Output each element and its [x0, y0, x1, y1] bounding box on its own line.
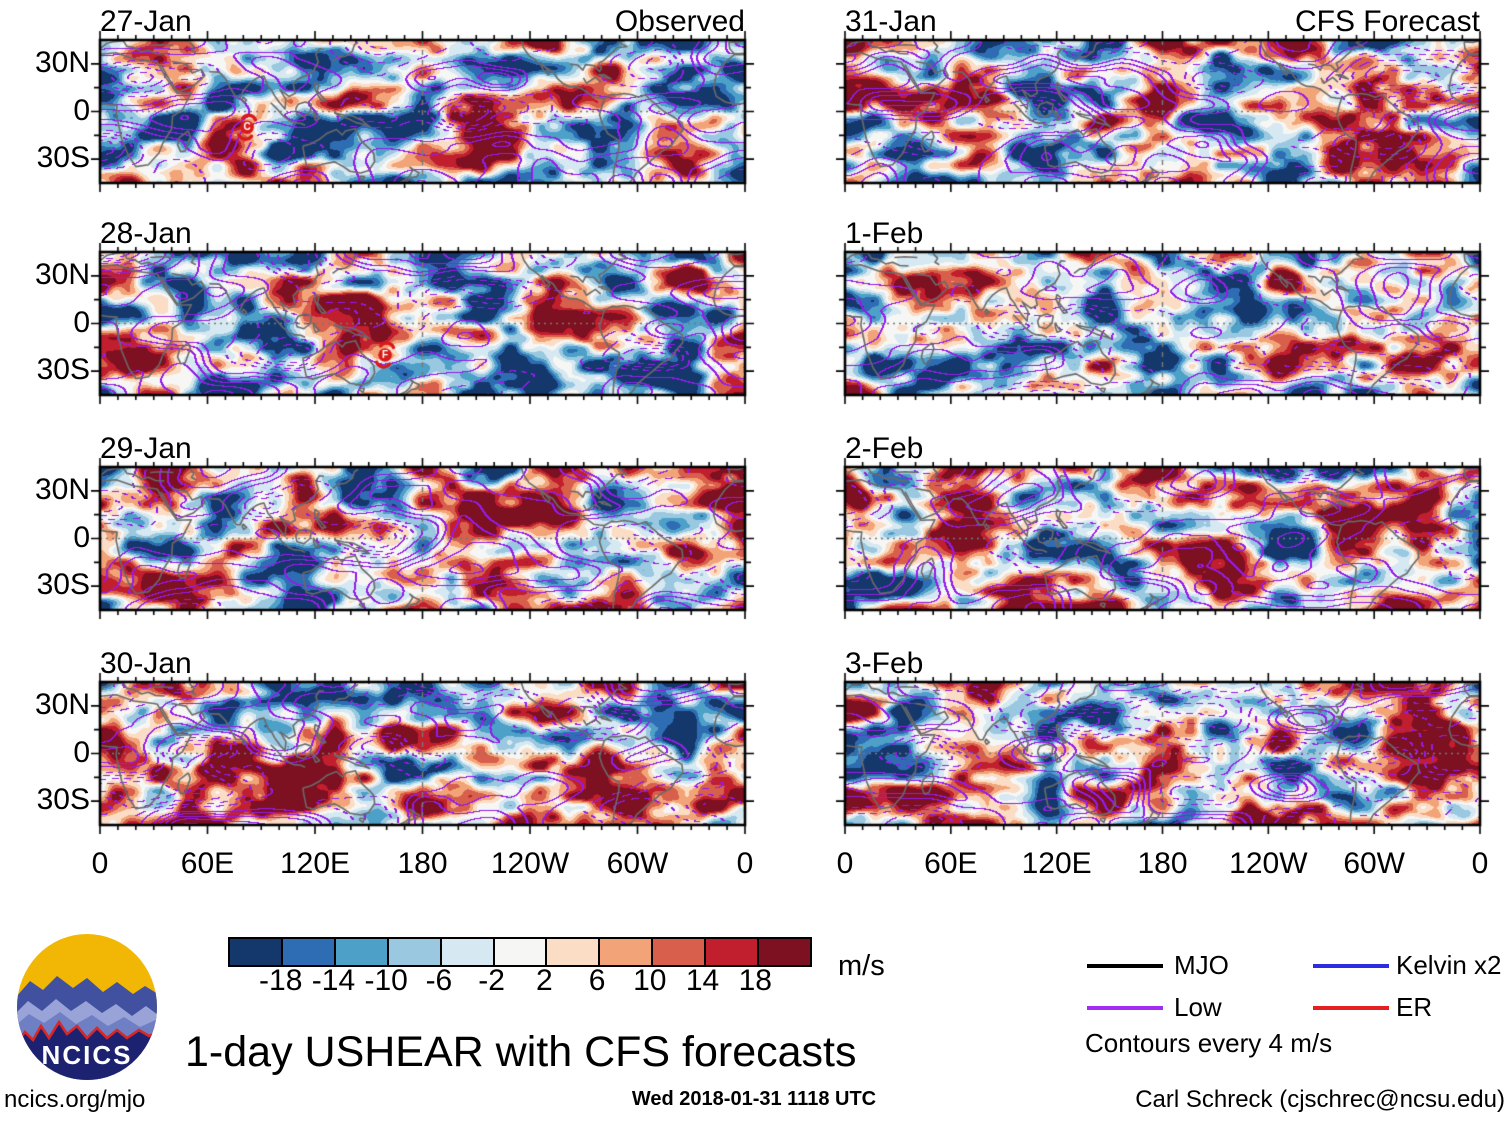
lat-axis-label: 0: [73, 305, 90, 339]
colorbar-swatch-0: [230, 939, 283, 965]
map-canvas-30-jan: [90, 672, 755, 835]
lon-axis-label: 60E: [924, 847, 978, 880]
legend-line-low: [1087, 1006, 1163, 1010]
figure-title: 1-day USHEAR with CFS forecasts: [185, 1028, 857, 1076]
colorbar: [228, 937, 812, 967]
legend-line-kelvin: [1313, 964, 1389, 968]
map-canvas-2-feb: [835, 457, 1490, 620]
lat-axis-label: 0: [73, 520, 90, 554]
legend-label-low: Low: [1174, 992, 1222, 1022]
colorbar-tick-label: 14: [685, 964, 720, 997]
lon-axis-label: 120E: [279, 847, 351, 880]
legend-label-kelvin: Kelvin x2: [1396, 950, 1502, 980]
map-canvas-27-jan: [90, 30, 755, 193]
legend-label-mjo: MJO: [1174, 950, 1229, 980]
lat-axis-label: 0: [73, 735, 90, 769]
lon-axis-label: 120W: [490, 847, 570, 880]
colorbar-tick-label: 10: [633, 964, 667, 997]
colorbar-tick-label: -2: [478, 964, 505, 997]
lon-axis-label: 60W: [606, 847, 669, 880]
lon-axis-label: 0: [91, 847, 109, 880]
lat-axis-label: 30N: [34, 472, 90, 506]
colorbar-swatch-3: [388, 939, 442, 965]
legend-label-er: ER: [1396, 992, 1433, 1022]
lat-axis-label: 30S: [36, 141, 90, 175]
colorbar-swatch-9: [706, 939, 760, 965]
lat-axis-label: 30S: [36, 568, 90, 602]
contour-interval-note: Contours every 4 m/s: [1085, 1028, 1333, 1058]
colorbar-tick-label: 18: [738, 964, 772, 997]
colorbar-swatch-6: [547, 939, 601, 965]
colorbar-tick-label: 2: [536, 964, 553, 997]
colorbar-tick-label: -18: [259, 964, 303, 997]
map-canvas-1-feb: [835, 242, 1490, 405]
map-canvas-29-jan: [90, 457, 755, 620]
ncics-logo: NCICS: [17, 934, 157, 1080]
colorbar-tick-labels: -18 -14 -10 -6 -2 2 6 10 14 18: [228, 964, 808, 1000]
map-canvas-28-jan: [90, 242, 755, 405]
map-canvas-31-jan: [835, 30, 1490, 193]
colorbar-swatch-4: [441, 939, 495, 965]
lon-axis-label: 180: [397, 847, 448, 880]
lat-axis-label: 30N: [34, 257, 90, 291]
map-canvas-3-feb: [835, 672, 1490, 835]
colorbar-swatch-2: [335, 939, 389, 965]
colorbar-swatch-10: [759, 939, 810, 965]
legend-line-er: [1313, 1006, 1389, 1010]
colorbar-units-label: m/s: [838, 950, 885, 982]
footer-timestamp: Wed 2018-01-31 1118 UTC: [631, 1088, 877, 1110]
lat-axis-label: 30S: [36, 783, 90, 817]
logo-text: NCICS: [42, 1040, 133, 1070]
lat-axis-label: 30N: [34, 687, 90, 721]
colorbar-tick-label: 6: [588, 964, 606, 997]
colorbar-swatch-8: [653, 939, 707, 965]
lat-axis-label: 30N: [34, 45, 90, 79]
colorbar-tick-label: -14: [311, 964, 356, 997]
lon-axis-label: 0: [836, 847, 854, 880]
lat-axis-label: 30S: [36, 353, 90, 387]
lon-axis-label: 60W: [1343, 847, 1405, 880]
lon-axis-label: 0: [736, 847, 754, 880]
legend-line-mjo: [1087, 964, 1163, 968]
colorbar-swatch-5: [494, 939, 548, 965]
footer-credit: Carl Schreck (cjschrec@ncsu.edu): [1135, 1086, 1505, 1113]
colorbar-swatch-1: [282, 939, 336, 965]
lon-axis-label: 180: [1137, 847, 1188, 880]
colorbar-tick-label: -6: [425, 964, 453, 997]
colorbar-tick-label: -10: [364, 964, 408, 997]
lon-axis-label: 60E: [180, 847, 235, 880]
lat-axis-label: 0: [73, 93, 90, 127]
logo-base: [17, 1022, 157, 1080]
lon-axis-label: 120E: [1021, 847, 1092, 880]
footer-url: ncics.org/mjo: [4, 1086, 146, 1113]
logo-red-ridgeline: [17, 1019, 157, 1044]
colorbar-swatch-7: [600, 939, 654, 965]
lon-axis-label: 120W: [1229, 847, 1308, 880]
lon-axis-label: 0: [1471, 847, 1489, 880]
